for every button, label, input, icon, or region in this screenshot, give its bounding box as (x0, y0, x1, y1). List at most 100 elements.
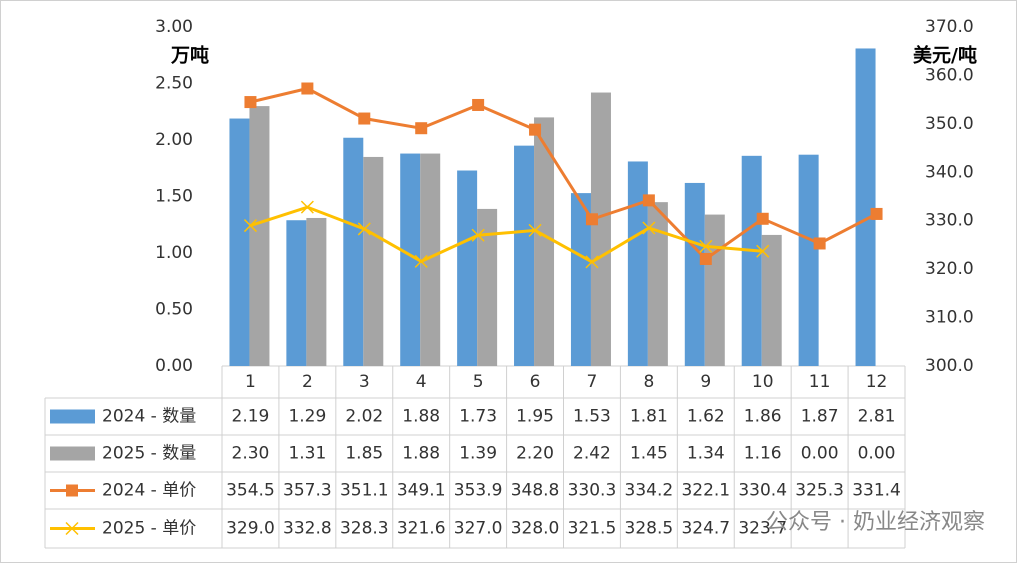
table-value: 1.88 (402, 407, 440, 427)
marker (699, 252, 712, 265)
table-value: 329.0 (226, 519, 275, 539)
table-value: 330.4 (738, 481, 787, 501)
bar (761, 234, 782, 366)
marker (414, 254, 428, 268)
table-value: 328.5 (625, 519, 674, 539)
x-tick-label: 7 (587, 372, 598, 392)
table-value: 2.30 (232, 444, 270, 464)
table-value: 332.8 (283, 519, 332, 539)
marker (813, 237, 826, 250)
table-value: 2.81 (858, 407, 896, 427)
marker (300, 200, 314, 214)
table-value: 2.19 (232, 407, 270, 427)
y2-tick-label: 300.0 (925, 356, 974, 376)
table-value: 321.6 (397, 519, 446, 539)
bar (420, 153, 441, 366)
table-value: 1.87 (801, 407, 839, 427)
table-value: 1.88 (402, 444, 440, 464)
y-tick-label: 1.50 (155, 187, 193, 207)
legend-swatch (50, 409, 95, 424)
y-tick-label: 0.50 (155, 300, 193, 320)
legend-swatch (66, 484, 78, 497)
line (250, 86, 878, 261)
y2-tick-label: 320.0 (925, 259, 974, 279)
bar (306, 217, 327, 366)
table-value: 1.86 (744, 407, 782, 427)
table-value: 353.9 (454, 481, 503, 501)
table-value: 325.3 (795, 481, 844, 501)
x-tick-label: 4 (416, 372, 427, 392)
watermark: 公众号 · 奶业经济观察 (766, 510, 985, 535)
table-value: 357.3 (283, 481, 332, 501)
bar (534, 117, 555, 367)
table-value: 1.31 (288, 444, 326, 464)
table-value: 2.20 (516, 444, 554, 464)
y-tick-label: 2.50 (155, 74, 193, 94)
marker (756, 212, 769, 225)
table-value: 1.73 (459, 407, 497, 427)
table-value: 321.5 (568, 519, 617, 539)
bar (627, 161, 648, 366)
x-tick-label: 5 (473, 372, 484, 392)
x-tick-label: 3 (359, 372, 370, 392)
y-axis-label: 万吨 (170, 44, 209, 67)
legend-label: 2024 - 数量 (102, 407, 196, 427)
table-value: 1.81 (630, 407, 668, 427)
marker (756, 244, 770, 258)
bar (704, 214, 725, 366)
table-value: 2.02 (345, 407, 383, 427)
table-value: 1.29 (288, 407, 326, 427)
marker (699, 239, 713, 253)
x-tick-label: 2 (302, 372, 313, 392)
table-value: 349.1 (397, 481, 446, 501)
x-tick-label: 11 (809, 372, 831, 392)
table-value: 1.16 (744, 444, 782, 464)
table-value: 0.00 (858, 444, 896, 464)
marker (243, 219, 257, 233)
x-tick-label: 10 (752, 372, 774, 392)
bar (590, 92, 611, 366)
marker (244, 96, 257, 109)
table-value: 328.3 (340, 519, 389, 539)
table-value: 354.5 (226, 481, 275, 501)
x-tick-label: 8 (643, 372, 654, 392)
table-value: 1.39 (459, 444, 497, 464)
table-value: 322.1 (681, 481, 730, 501)
marker (357, 222, 371, 236)
table-value: 348.8 (511, 481, 560, 501)
marker (415, 122, 428, 135)
y2-tick-label: 330.0 (925, 211, 974, 231)
y-tick-label: 3.00 (155, 17, 193, 37)
table-value: 0.00 (801, 444, 839, 464)
bar (477, 208, 498, 366)
bar (286, 220, 307, 366)
legend-swatch (65, 521, 79, 536)
bar (363, 156, 384, 366)
table-value: 2.42 (573, 444, 611, 464)
marker (585, 255, 599, 269)
marker (472, 98, 485, 111)
table-value: 327.0 (454, 519, 503, 539)
y-tick-label: 0.00 (155, 356, 193, 376)
y-tick-label: 2.00 (155, 130, 193, 150)
marker (870, 207, 883, 220)
y-tick-label: 1.00 (155, 243, 193, 263)
bar (514, 145, 535, 366)
marker (471, 228, 485, 242)
y2-tick-label: 340.0 (925, 162, 974, 182)
bar (400, 153, 421, 366)
bar (570, 193, 591, 366)
marker (585, 213, 598, 226)
table-value: 330.3 (568, 481, 617, 501)
marker (301, 82, 314, 95)
x-tick-label: 9 (700, 372, 711, 392)
table-value: 1.95 (516, 407, 554, 427)
table-value: 323.7 (738, 519, 787, 539)
marker (642, 194, 655, 207)
table-value: 334.2 (625, 481, 674, 501)
y2-tick-label: 360.0 (925, 65, 974, 85)
table-value: 1.53 (573, 407, 611, 427)
bar (684, 182, 705, 366)
